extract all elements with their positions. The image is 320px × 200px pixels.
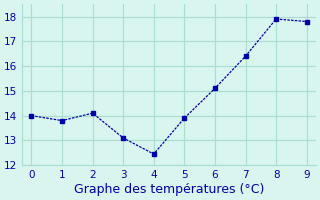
X-axis label: Graphe des températures (°C): Graphe des températures (°C) <box>74 183 264 196</box>
